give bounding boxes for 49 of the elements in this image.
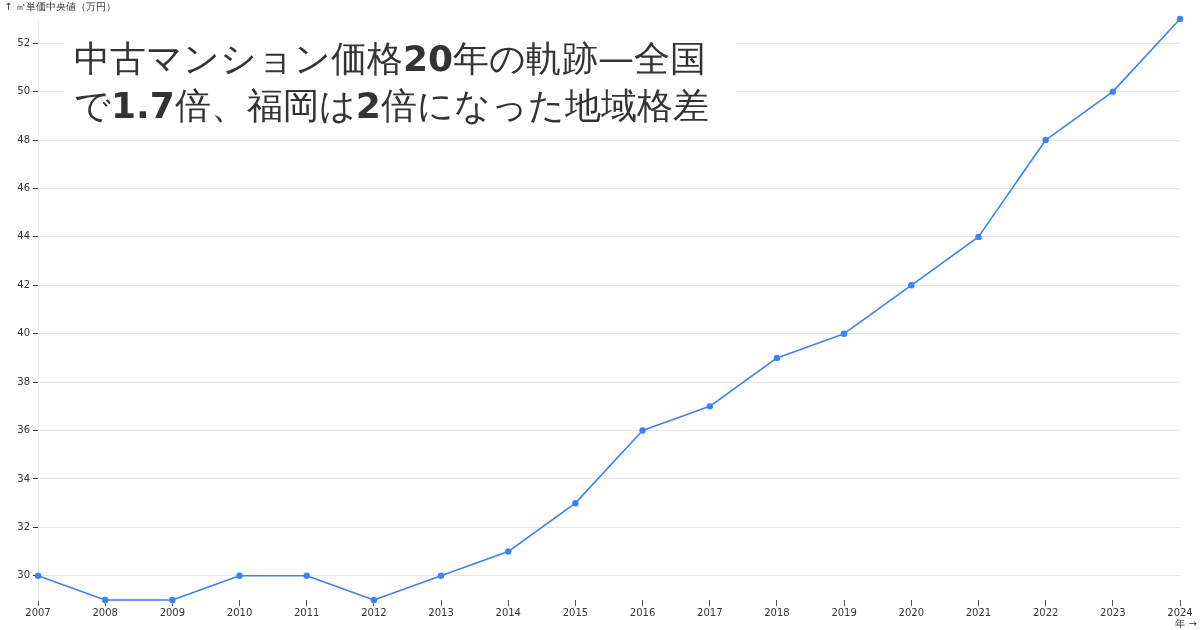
x-tick-label: 2024 <box>1167 606 1193 618</box>
point <box>773 354 781 362</box>
y-tick-label: 36 <box>17 424 30 436</box>
x-tick-label: 2009 <box>159 606 186 618</box>
x-tick-label: 2018 <box>764 606 790 618</box>
point <box>639 427 646 434</box>
x-tick-label: 2012 <box>361 606 387 618</box>
point <box>572 499 579 507</box>
y-tick-label: 38 <box>17 375 30 387</box>
point <box>1109 88 1117 95</box>
point <box>437 572 445 579</box>
x-tick-label: 2016 <box>629 606 656 618</box>
y-tick-label: 32 <box>17 520 30 532</box>
y-tick-label: 30 <box>17 569 30 581</box>
x-tick-label: 2008 <box>92 606 118 618</box>
x-tick-label: 2019 <box>831 606 857 618</box>
x-tick-label: 2013 <box>428 606 454 618</box>
x-axis-title: 年 → <box>1175 617 1197 629</box>
y-tick-label: 42 <box>17 278 30 290</box>
x-tick-label: 2022 <box>1032 606 1059 618</box>
y-tick-label: 40 <box>17 327 30 339</box>
x-tick-label: 2015 <box>562 606 589 618</box>
x-tick-label: 2021 <box>965 606 992 618</box>
x-tick-label: 2023 <box>1100 606 1126 618</box>
point <box>505 548 512 555</box>
y-tick-label: 48 <box>17 133 30 145</box>
x-tick-label: 2007 <box>25 606 51 618</box>
point <box>236 572 243 579</box>
x-tick-label: 2014 <box>495 606 521 618</box>
point <box>706 403 713 410</box>
y-axis-title: ↑ ㎡単価中央値（万円） <box>4 0 116 12</box>
chart-title: 中古マンション価格20年の軌跡—全国で1.7倍、福岡は2倍になった地域格差 <box>74 38 709 126</box>
x-tick-label: 2011 <box>293 606 320 618</box>
point <box>975 233 982 241</box>
x-tick-label: 2017 <box>697 606 723 618</box>
point <box>1176 15 1184 23</box>
point <box>101 596 109 604</box>
y-tick-label: 52 <box>17 36 30 48</box>
point <box>303 572 310 579</box>
y-tick-label: 34 <box>17 472 30 484</box>
x-tick-label: 2010 <box>226 606 253 618</box>
point <box>840 330 848 337</box>
y-tick-label: 46 <box>17 182 30 194</box>
point <box>370 596 378 604</box>
point <box>1042 136 1049 144</box>
point <box>908 282 915 289</box>
y-tick-label: 50 <box>17 85 30 97</box>
y-tick-label: 44 <box>17 230 30 242</box>
x-tick-label: 2020 <box>898 606 925 618</box>
